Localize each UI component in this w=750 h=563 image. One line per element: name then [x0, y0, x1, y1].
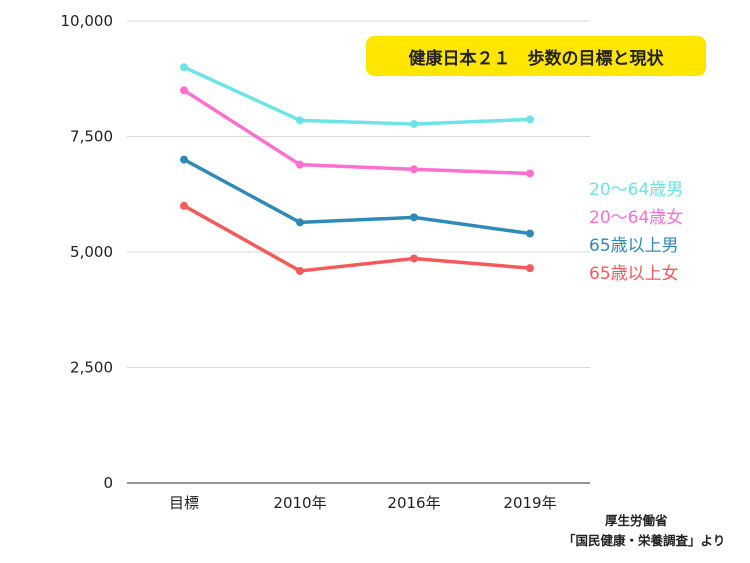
- data-point: [410, 254, 418, 263]
- x-tick-label: 2010年: [273, 494, 326, 512]
- data-point: [296, 218, 304, 227]
- x-tick-label: 2016年: [387, 494, 440, 512]
- data-point: [296, 160, 304, 169]
- series-line: [183, 204, 531, 273]
- x-tick-label: 目標: [169, 494, 199, 512]
- data-point: [526, 264, 534, 273]
- data-point: [526, 115, 534, 124]
- data-point: [296, 266, 304, 275]
- y-tick-label: 7,500: [70, 128, 113, 146]
- y-tick-label: 5,000: [70, 243, 113, 261]
- source-line-2: 「国民健康・栄養調査」より: [563, 533, 726, 548]
- y-axis-ticks: 0 2,500 5,000 7,500 10,000: [61, 12, 114, 492]
- data-point: [526, 169, 534, 178]
- data-point: [180, 86, 188, 95]
- source-line-1: 厚生労働省: [605, 513, 668, 528]
- series-line: [183, 88, 531, 176]
- chart-title: 健康日本２１ 歩数の目標と現状: [366, 36, 706, 76]
- series-2: [180, 155, 534, 238]
- data-point: [180, 155, 188, 164]
- series-line: [183, 65, 531, 126]
- legend-item-female-65plus: 65歳以上女: [589, 264, 679, 284]
- data-point: [180, 201, 188, 210]
- x-axis-ticks: 目標 2010年 2016年 2019年: [169, 494, 557, 512]
- legend-item-female-20-64: 20～64歳女: [589, 208, 684, 228]
- y-tick-label: 2,500: [70, 359, 113, 377]
- data-point: [180, 63, 188, 72]
- y-tick-label: 10,000: [61, 12, 114, 30]
- data-point: [410, 213, 418, 222]
- data-point: [296, 116, 304, 125]
- data-point: [526, 229, 534, 238]
- gridlines: [127, 20, 590, 484]
- legend-item-male-20-64: 20～64歳男: [589, 180, 684, 200]
- series-1: [180, 86, 534, 178]
- series-0: [180, 63, 534, 129]
- series-line: [183, 158, 531, 236]
- x-tick-label: 2019年: [503, 494, 556, 512]
- y-tick-label: 0: [103, 474, 113, 492]
- data-point: [410, 165, 418, 174]
- legend-item-male-65plus: 65歳以上男: [589, 236, 679, 256]
- series-lines: [180, 63, 534, 275]
- data-point: [410, 120, 418, 129]
- series-3: [180, 201, 534, 275]
